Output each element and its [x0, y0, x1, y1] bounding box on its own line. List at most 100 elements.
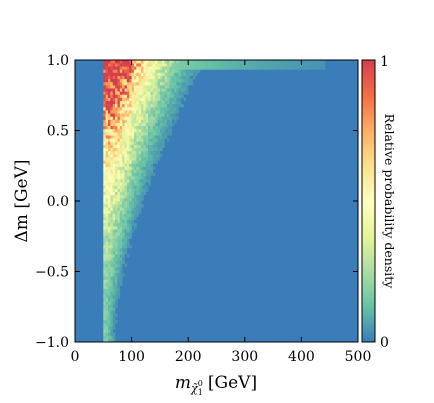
heatmap-cell	[103, 169, 106, 174]
heatmap-cell	[169, 110, 172, 114]
heatmap-cell	[122, 100, 125, 105]
heatmap-cell	[190, 60, 194, 64]
heatmap-cell	[103, 125, 106, 130]
heatmap-cell	[244, 63, 248, 67]
heatmap-cell	[294, 66, 297, 70]
heatmap-cell	[115, 273, 118, 277]
heatmap-cell	[131, 160, 135, 164]
heatmap-cell	[136, 110, 139, 114]
heatmap-cell	[159, 85, 163, 89]
heatmap-cell	[112, 232, 116, 236]
heatmap-cell	[105, 135, 109, 139]
heatmap-cell	[256, 66, 260, 70]
heatmap-cell	[164, 81, 168, 86]
heatmap-cell	[178, 69, 182, 73]
heatmap-cell	[185, 85, 189, 89]
heatmap-cell	[117, 150, 121, 155]
heatmap-cell	[143, 103, 147, 108]
heatmap-cell	[124, 91, 128, 95]
heatmap-cell	[155, 91, 158, 95]
heatmap-cell	[133, 197, 137, 202]
heatmap-cell	[155, 66, 158, 70]
heatmap-cell	[115, 85, 118, 89]
heatmap-cell	[124, 238, 128, 243]
heatmap-cell	[315, 60, 319, 64]
heatmap-cell	[103, 216, 106, 221]
heatmap-cell	[143, 88, 147, 92]
heatmap-cell	[108, 144, 111, 149]
heatmap-cell	[141, 125, 144, 130]
heatmap-cell	[129, 94, 132, 98]
heatmap-cell	[159, 107, 163, 111]
heatmap-cell	[152, 107, 156, 111]
heatmap-cell	[152, 97, 156, 102]
heatmap-cell	[129, 207, 132, 211]
heatmap-cell	[136, 150, 139, 155]
heatmap-cell	[105, 201, 109, 205]
heatmap-cell	[159, 66, 163, 70]
heatmap-cell	[126, 188, 130, 192]
heatmap-cell	[105, 298, 109, 302]
heatmap-cell	[115, 191, 118, 196]
heatmap-cell	[110, 332, 114, 337]
heatmap-cell	[126, 144, 130, 149]
heatmap-cell	[138, 78, 142, 83]
heatmap-cell	[155, 116, 158, 120]
heatmap-cell	[183, 75, 187, 80]
heatmap-cell	[112, 301, 116, 305]
heatmap-cell	[131, 188, 135, 192]
heatmap-cell	[176, 63, 180, 67]
heatmap-cell	[110, 125, 114, 130]
heatmap-cell	[129, 88, 132, 92]
heatmap-cell	[171, 66, 175, 70]
heatmap-cell	[119, 157, 123, 161]
heatmap-cell	[119, 75, 123, 80]
heatmap-cell	[133, 97, 137, 102]
heatmap-cell	[181, 63, 184, 67]
heatmap-cell	[138, 150, 142, 155]
heatmap-cell	[108, 282, 111, 286]
heatmap-cell	[115, 175, 118, 180]
heatmap-cell	[108, 323, 111, 327]
heatmap-cell	[152, 81, 156, 86]
heatmap-cell	[126, 128, 130, 133]
heatmap-cell	[124, 119, 128, 123]
heatmap-cell	[110, 279, 114, 283]
heatmap-cell	[138, 128, 142, 133]
heatmap-cell	[143, 110, 147, 114]
heatmap-cell	[221, 60, 224, 64]
heatmap-cell	[155, 110, 158, 114]
heatmap-cell	[119, 113, 123, 117]
heatmap-cell	[103, 310, 106, 315]
heatmap-cell	[129, 201, 132, 205]
heatmap-cell	[159, 60, 163, 64]
heatmap-cell	[178, 75, 182, 80]
heatmap-cell	[112, 313, 116, 318]
heatmap-cell	[117, 135, 121, 139]
heatmap-cell	[129, 188, 132, 192]
heatmap-cell	[112, 310, 116, 315]
heatmap-cell	[181, 69, 184, 73]
heatmap-cell	[133, 188, 137, 192]
heatmap-cell	[105, 295, 109, 299]
heatmap-cell	[141, 188, 144, 192]
heatmap-cell	[188, 66, 191, 70]
heatmap-cell	[103, 285, 106, 290]
heatmap-cell	[178, 88, 182, 92]
heatmap-cell	[174, 60, 177, 64]
heatmap-cell	[103, 119, 106, 123]
heatmap-cell	[169, 78, 172, 83]
heatmap-cell	[150, 113, 154, 117]
heatmap-cell	[103, 254, 106, 258]
heatmap-cell	[115, 150, 118, 155]
heatmap-cell	[115, 128, 118, 133]
heatmap-cell	[126, 244, 130, 249]
heatmap-cell	[108, 285, 111, 290]
heatmap-cell	[152, 135, 156, 139]
heatmap-cell	[164, 135, 168, 139]
heatmap-cell	[126, 60, 130, 64]
heatmap-cell	[105, 226, 109, 230]
heatmap-cell	[181, 60, 184, 64]
heatmap-cell	[133, 94, 137, 98]
heatmap-cell	[138, 100, 142, 105]
